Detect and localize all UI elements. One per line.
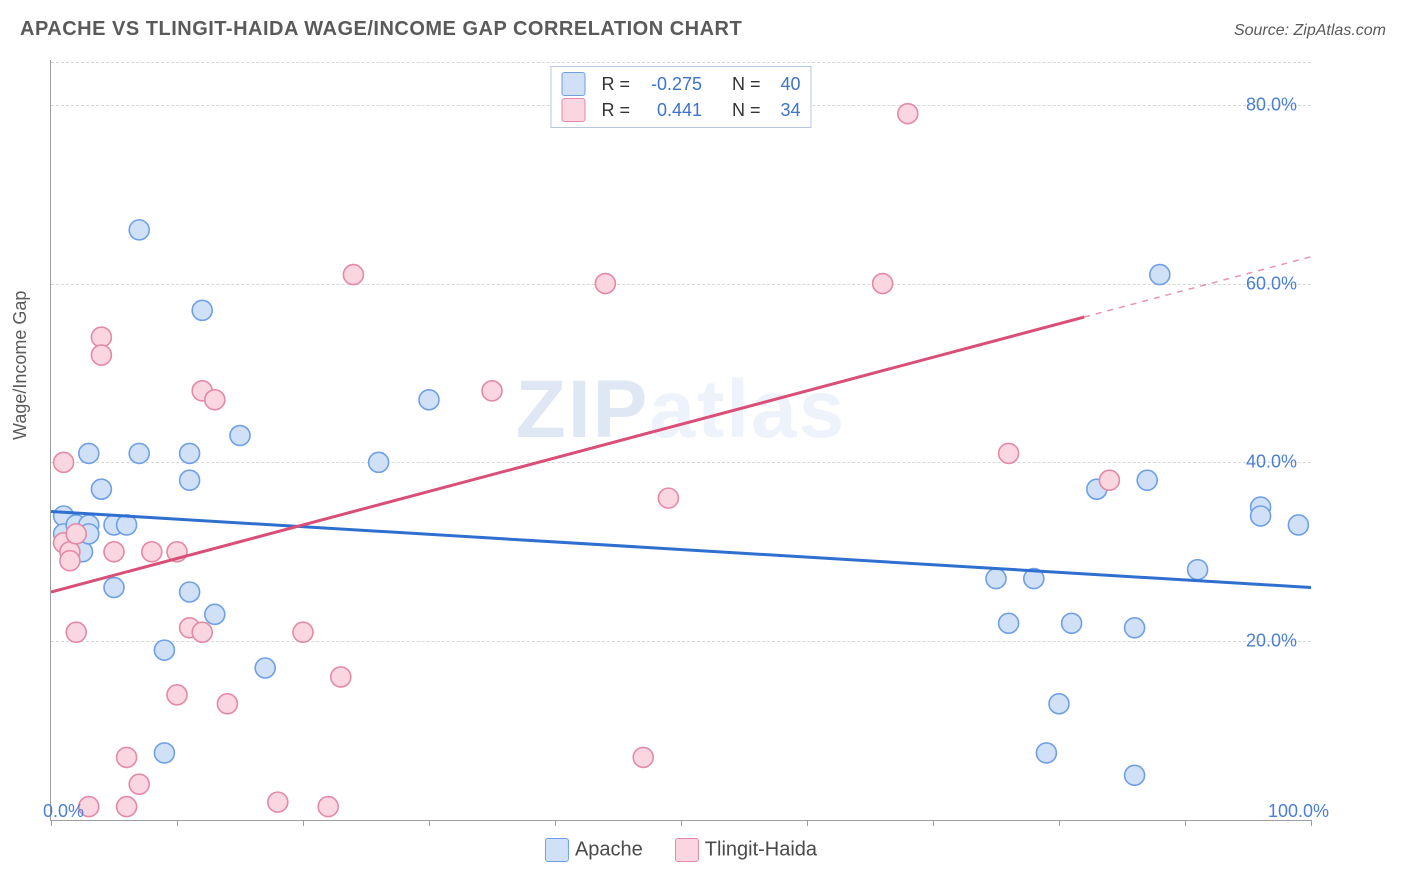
data-point xyxy=(1150,265,1170,285)
data-point xyxy=(117,797,137,817)
data-point xyxy=(66,622,86,642)
legend-stat-row: R = -0.275 N = 40 xyxy=(561,71,800,97)
data-point xyxy=(482,381,502,401)
data-point xyxy=(91,479,111,499)
data-point xyxy=(268,792,288,812)
legend-label: Tlingit-Haida xyxy=(705,838,817,860)
data-point xyxy=(1049,694,1069,714)
data-point xyxy=(129,443,149,463)
data-point xyxy=(91,327,111,347)
data-point xyxy=(1188,560,1208,580)
x-tick xyxy=(681,820,682,826)
x-tick xyxy=(1059,820,1060,826)
data-point xyxy=(633,747,653,767)
data-point xyxy=(293,622,313,642)
data-point xyxy=(1125,618,1145,638)
legend-r-label: R = xyxy=(601,71,630,97)
data-point xyxy=(66,524,86,544)
x-tick xyxy=(303,820,304,826)
data-point xyxy=(595,274,615,294)
data-point xyxy=(1125,765,1145,785)
data-point xyxy=(180,443,200,463)
data-point xyxy=(60,551,80,571)
data-point xyxy=(205,604,225,624)
y-axis-label: Wage/Income Gap xyxy=(10,291,31,440)
legend-swatch xyxy=(545,838,569,862)
x-tick xyxy=(1185,820,1186,826)
x-tick xyxy=(177,820,178,826)
data-point xyxy=(1062,613,1082,633)
data-point xyxy=(369,452,389,472)
data-point xyxy=(1099,470,1119,490)
trend-line xyxy=(51,512,1311,588)
data-point xyxy=(154,743,174,763)
legend-r-value: 0.441 xyxy=(640,97,702,123)
legend-r-label: R = xyxy=(601,97,630,123)
plot-area: ZIPatlas 20.0%40.0%60.0%80.0% R =-0.275N… xyxy=(50,60,1311,821)
data-point xyxy=(898,104,918,124)
data-point xyxy=(1036,743,1056,763)
data-point xyxy=(192,622,212,642)
data-point xyxy=(230,426,250,446)
x-tick xyxy=(807,820,808,826)
data-point xyxy=(117,747,137,767)
x-tick xyxy=(429,820,430,826)
data-point xyxy=(180,582,200,602)
legend-swatch xyxy=(561,98,585,122)
data-point xyxy=(986,569,1006,589)
legend-r-value: -0.275 xyxy=(640,71,702,97)
data-point xyxy=(54,452,74,472)
data-point xyxy=(658,488,678,508)
x-axis-min-label: 0.0% xyxy=(43,801,84,822)
x-axis-max-label: 100.0% xyxy=(1268,801,1329,822)
data-point xyxy=(318,797,338,817)
data-point xyxy=(180,470,200,490)
data-point xyxy=(255,658,275,678)
correlation-legend: R = -0.275 N = 40 R = 0.441 N = 34 xyxy=(550,66,811,128)
chart-title: APACHE VS TLINGIT-HAIDA WAGE/INCOME GAP … xyxy=(20,18,742,41)
legend-item: Apache xyxy=(545,838,643,862)
data-point xyxy=(205,390,225,410)
legend-label: Apache xyxy=(575,838,643,860)
x-tick xyxy=(933,820,934,826)
trend-line xyxy=(51,317,1084,592)
legend-item: Tlingit-Haida xyxy=(675,838,817,862)
data-point xyxy=(129,774,149,794)
data-point xyxy=(331,667,351,687)
data-point xyxy=(1251,506,1271,526)
data-point xyxy=(91,345,111,365)
data-point xyxy=(104,542,124,562)
legend-n-value: 40 xyxy=(771,71,801,97)
data-point xyxy=(154,640,174,660)
data-point xyxy=(142,542,162,562)
legend-n-value: 34 xyxy=(771,97,801,123)
legend-n-label: N = xyxy=(732,97,761,123)
data-point xyxy=(167,685,187,705)
data-point xyxy=(192,300,212,320)
scatter-svg xyxy=(51,60,1311,820)
data-point xyxy=(873,274,893,294)
legend-stat-row: R = 0.441 N = 34 xyxy=(561,97,800,123)
data-point xyxy=(419,390,439,410)
data-point xyxy=(79,443,99,463)
trend-line-dashed xyxy=(1084,257,1311,317)
series-legend: Apache Tlingit-Haida xyxy=(545,838,817,862)
legend-swatch xyxy=(561,72,585,96)
legend-swatch xyxy=(675,838,699,862)
legend-n-label: N = xyxy=(732,71,761,97)
source-credit: Source: ZipAtlas.com xyxy=(1234,22,1386,40)
data-point xyxy=(129,220,149,240)
data-point xyxy=(999,443,1019,463)
data-point xyxy=(217,694,237,714)
data-point xyxy=(104,578,124,598)
x-tick xyxy=(555,820,556,826)
data-point xyxy=(999,613,1019,633)
data-point xyxy=(1137,470,1157,490)
data-point xyxy=(343,265,363,285)
data-point xyxy=(1288,515,1308,535)
